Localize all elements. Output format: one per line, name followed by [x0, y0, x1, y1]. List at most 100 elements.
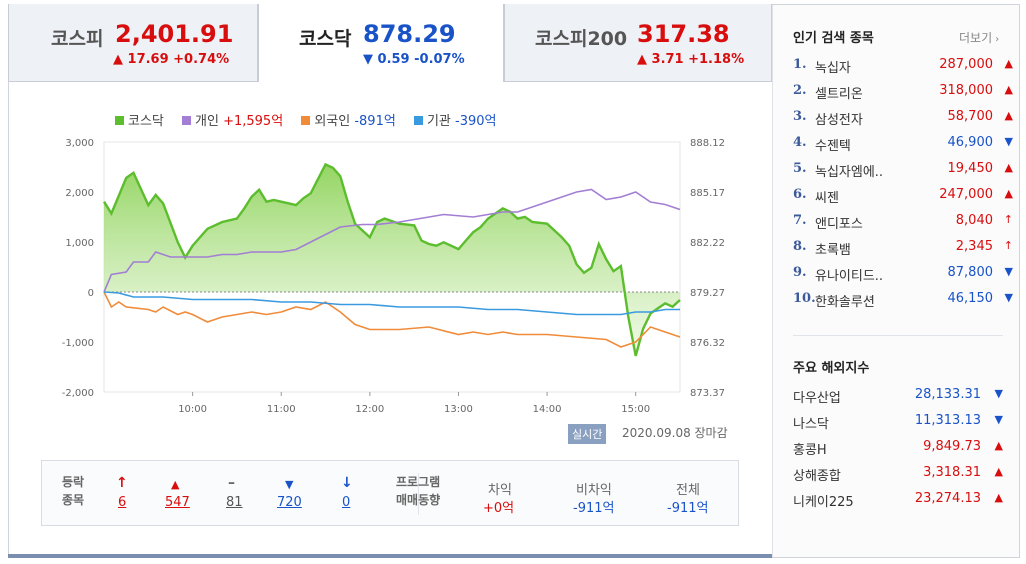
fall-icon: ▼ — [285, 478, 294, 491]
popular-stock-rank: 3. — [793, 109, 807, 124]
down-arrow-icon: ▼ — [1004, 135, 1013, 148]
popular-stock-name: 유나이티드.. — [815, 269, 884, 284]
overseas-index-value: 11,313.13 — [914, 413, 981, 428]
overseas-index-item[interactable]: 상해종합 3,318.31 ▲ — [793, 465, 1003, 491]
popular-stock-item[interactable]: 7. 앤디포스 8,040 ↑ — [793, 213, 1013, 239]
overseas-index-value: 23,274.13 — [914, 491, 981, 506]
legend-individual: 개인 +1,595억 — [182, 114, 283, 129]
tab-kospi200-name: 코스피200 — [535, 28, 628, 50]
upper-limit-count[interactable]: 6 — [118, 495, 127, 510]
up-arrow-icon: ▲ — [1004, 187, 1013, 200]
up-arrow-icon: ▲ — [994, 439, 1003, 452]
popular-stock-rank: 6. — [793, 187, 807, 202]
fall-count[interactable]: 720 — [277, 495, 302, 510]
up-arrow-icon: ▲ — [994, 465, 1003, 478]
popular-stock-item[interactable]: 6. 씨젠 247,000 ▲ — [793, 187, 1013, 213]
overseas-index-name: 다우산업 — [793, 391, 841, 406]
overseas-index-item[interactable]: 니케이225 23,274.13 ▲ — [793, 491, 1003, 517]
chart-legend: 코스닥 개인 +1,595억 외국인 -891억 기관 -390억 — [115, 110, 510, 129]
popular-stocks-title: 인기 검색 종목 — [793, 31, 874, 46]
popular-stock-item[interactable]: 1. 녹십자 287,000 ▲ — [793, 57, 1013, 83]
non-arbitrage-label: 비차익 — [576, 483, 612, 498]
tab-kospi-change: ▲ 17.69 +0.74% — [113, 52, 230, 67]
popular-stock-item[interactable]: 8. 초록뱀 2,345 ↑ — [793, 239, 1013, 265]
overseas-index-name: 홍콩H — [793, 443, 827, 458]
tab-kospi200[interactable]: 코스피200 317.38 ▲ 3.71 +1.18% — [504, 4, 772, 82]
legend-kosdaq: 코스닥 — [115, 114, 164, 129]
popular-stock-name: 녹십자엠에.. — [815, 165, 884, 180]
overseas-index-item[interactable]: 나스닥 11,313.13 ▼ — [793, 413, 1003, 439]
overseas-index-name: 상해종합 — [793, 469, 841, 484]
x-axis-tick-label: 10:00 — [178, 404, 207, 415]
tab-kospi-value: 2,401.91 — [115, 20, 234, 48]
overseas-index-title: 주요 해외지수 — [793, 361, 870, 376]
program-total-value: -911억 — [667, 501, 709, 516]
popular-stock-price: 8,040 — [955, 213, 993, 228]
side-divider — [793, 335, 1003, 336]
popular-stock-item[interactable]: 4. 수젠텍 46,900 ▼ — [793, 135, 1013, 161]
x-axis-tick-label: 11:00 — [267, 404, 296, 415]
realtime-badge[interactable]: 실시간 — [568, 424, 607, 444]
legend-individual-swatch — [182, 116, 192, 125]
right-axis-tick-label: 879.27 — [690, 288, 725, 299]
rise-count[interactable]: 547 — [165, 495, 190, 510]
left-axis-tick-label: -1,000 — [62, 338, 94, 349]
down-arrow-icon: ▼ — [1004, 265, 1013, 278]
tab-kospi[interactable]: 코스피 2,401.91 ▲ 17.69 +0.74% — [8, 4, 258, 82]
left-axis-tick-label: 2,000 — [65, 188, 94, 199]
flat-icon: – — [228, 475, 235, 491]
left-axis-tick-label: 0 — [88, 288, 94, 299]
market-breadth-box: 등락 종목 ↑ 6 ▲ 547 – 81 ▼ 720 ↓ 0 프로그램 매매동향 차… — [41, 460, 739, 526]
popular-stock-price: 247,000 — [939, 187, 993, 202]
arbitrage-value: +0억 — [483, 501, 515, 516]
popular-stock-name: 셀트리온 — [815, 87, 863, 102]
legend-foreign-swatch — [301, 116, 311, 125]
realtime-datetime: 2020.09.08 장마감 — [622, 426, 728, 440]
popular-stock-price: 19,450 — [947, 161, 994, 176]
down-arrow-icon: ▼ — [994, 413, 1003, 426]
popular-stock-item[interactable]: 10. 한화솔루션 46,150 ▼ — [793, 291, 1013, 317]
popular-stock-item[interactable]: 2. 셀트리온 318,000 ▲ — [793, 83, 1013, 109]
popular-stock-rank: 10. — [793, 291, 816, 306]
up-arrow-icon: ▲ — [1004, 161, 1013, 174]
tab-kospi-name: 코스피 — [51, 28, 104, 50]
left-axis-tick-label: -2,000 — [62, 388, 94, 399]
right-axis-tick-label: 873.37 — [690, 388, 725, 399]
popular-stock-rank: 5. — [793, 161, 807, 176]
popular-stock-rank: 7. — [793, 213, 807, 228]
lower-limit-count[interactable]: 0 — [342, 495, 351, 510]
kosdaq-index-line — [102, 162, 681, 357]
left-axis-tick-label: 1,000 — [65, 238, 94, 249]
popular-stock-name: 앤디포스 — [815, 217, 863, 232]
legend-institution-swatch — [413, 116, 423, 125]
flat-count[interactable]: 81 — [226, 495, 243, 510]
rise-icon: ▲ — [171, 478, 180, 491]
up-arrow-icon: ↑ — [1003, 239, 1013, 252]
popular-stock-item[interactable]: 3. 삼성전자 58,700 ▲ — [793, 109, 1013, 135]
popular-stock-item[interactable]: 9. 유나이티드.. 87,800 ▼ — [793, 265, 1013, 291]
program-label: 프로그램 매매동향 — [396, 475, 441, 507]
overseas-index-item[interactable]: 다우산업 28,133.31 ▼ — [793, 387, 1003, 413]
popular-stock-name: 수젠텍 — [815, 139, 851, 154]
right-axis-tick-label: 876.32 — [690, 338, 725, 349]
overseas-index-item[interactable]: 홍콩H 9,849.73 ▲ — [793, 439, 1003, 465]
more-link[interactable]: 더보기 › — [959, 31, 1000, 45]
up-arrow-icon: ↑ — [1003, 213, 1013, 226]
program-total-label: 전체 — [676, 483, 700, 498]
popular-stock-rank: 8. — [793, 239, 807, 254]
popular-stock-price: 46,900 — [947, 135, 994, 150]
overseas-index-name: 나스닥 — [793, 417, 829, 432]
legend-kosdaq-swatch — [115, 116, 124, 125]
individual-net-line — [103, 188, 681, 293]
popular-stock-price: 46,150 — [947, 291, 994, 306]
tab-kosdaq-value: 878.29 — [363, 20, 456, 48]
popular-stock-rank: 9. — [793, 265, 807, 280]
overseas-index-value: 28,133.31 — [914, 387, 981, 402]
popular-stock-name: 한화솔루션 — [815, 295, 875, 310]
tab-kosdaq[interactable]: 코스닥 878.29 ▼ 0.59 -0.07% — [258, 4, 504, 82]
tab-kosdaq-name: 코스닥 — [299, 28, 352, 50]
up-arrow-icon: ▲ — [994, 491, 1003, 504]
popular-stock-item[interactable]: 5. 녹십자엠에.. 19,450 ▲ — [793, 161, 1013, 187]
popular-stock-price: 318,000 — [939, 83, 993, 98]
popular-stock-price: 287,000 — [939, 57, 993, 72]
